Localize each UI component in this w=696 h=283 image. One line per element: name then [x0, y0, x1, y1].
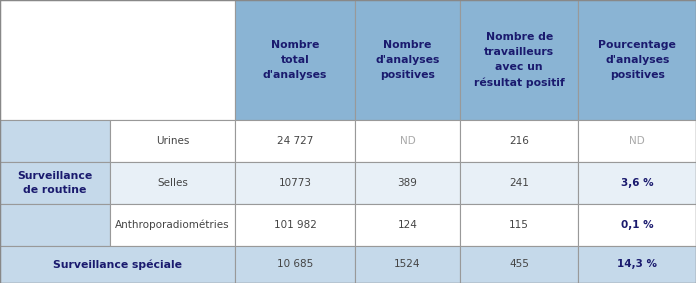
- Text: 1524: 1524: [394, 260, 421, 269]
- Text: ND: ND: [629, 136, 645, 146]
- Text: Urines: Urines: [156, 136, 189, 146]
- Bar: [578, 246, 696, 283]
- Bar: [460, 246, 578, 283]
- Text: 241: 241: [509, 178, 529, 188]
- Bar: [355, 0, 460, 120]
- Bar: [460, 0, 578, 120]
- Bar: [110, 204, 235, 246]
- Text: 14,3 %: 14,3 %: [617, 260, 657, 269]
- Text: 389: 389: [397, 178, 418, 188]
- Bar: [460, 162, 578, 204]
- Bar: [578, 162, 696, 204]
- Bar: [110, 120, 235, 162]
- Text: Nombre
total
d'analyses: Nombre total d'analyses: [263, 40, 327, 80]
- Text: ND: ND: [400, 136, 416, 146]
- Text: 101 982: 101 982: [274, 220, 317, 230]
- Text: Surveillance
de routine: Surveillance de routine: [17, 171, 93, 195]
- Text: 0,1 %: 0,1 %: [621, 220, 654, 230]
- Bar: [0, 162, 110, 204]
- Bar: [235, 162, 355, 204]
- Text: 3,6 %: 3,6 %: [621, 178, 654, 188]
- Text: 124: 124: [397, 220, 418, 230]
- Bar: [355, 246, 460, 283]
- Bar: [355, 120, 460, 162]
- Bar: [110, 162, 235, 204]
- Bar: [578, 204, 696, 246]
- Bar: [355, 162, 460, 204]
- Text: 455: 455: [509, 260, 529, 269]
- Text: Anthroporadiométries: Anthroporadiométries: [116, 220, 230, 230]
- Text: 115: 115: [509, 220, 529, 230]
- Text: 10 685: 10 685: [277, 260, 313, 269]
- Bar: [235, 120, 355, 162]
- Text: Selles: Selles: [157, 178, 188, 188]
- Text: 10773: 10773: [278, 178, 312, 188]
- Text: Pourcentage
d'analyses
positives: Pourcentage d'analyses positives: [599, 40, 676, 80]
- Text: Surveillance spéciale: Surveillance spéciale: [53, 259, 182, 270]
- Bar: [355, 204, 460, 246]
- Text: Nombre de
travailleurs
avec un
résultat positif: Nombre de travailleurs avec un résultat …: [474, 32, 564, 88]
- Text: 216: 216: [509, 136, 529, 146]
- Bar: [460, 120, 578, 162]
- Bar: [0, 0, 235, 120]
- Text: 24 727: 24 727: [277, 136, 313, 146]
- Bar: [235, 246, 355, 283]
- Bar: [578, 120, 696, 162]
- Bar: [0, 204, 110, 246]
- Bar: [0, 120, 110, 162]
- Text: Nombre
d'analyses
positives: Nombre d'analyses positives: [375, 40, 440, 80]
- Bar: [235, 204, 355, 246]
- Bar: [0, 246, 235, 283]
- Bar: [460, 204, 578, 246]
- Bar: [578, 0, 696, 120]
- Bar: [235, 0, 355, 120]
